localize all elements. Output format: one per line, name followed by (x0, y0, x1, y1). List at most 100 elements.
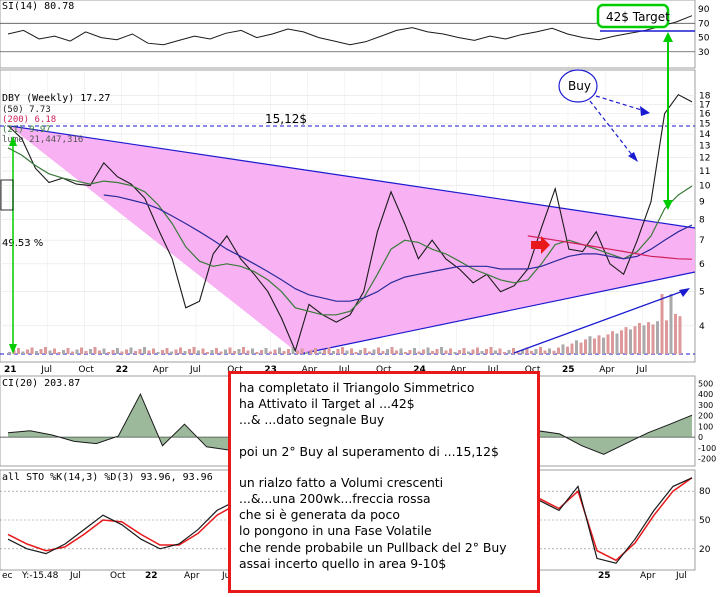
target-label: 42$ Target (606, 10, 670, 24)
volume-bar (287, 349, 290, 354)
price-tick-label: 10 (699, 182, 711, 192)
cci-tick-label: 200 (698, 412, 713, 421)
volume-bar (125, 349, 128, 354)
volume-bar (624, 327, 628, 354)
annotation-line: ...& ...dato segnale Buy (239, 412, 385, 428)
x-tick-label-bottom: ec (2, 571, 13, 581)
volume-bar (273, 349, 277, 354)
cci-tick-label: -200 (698, 455, 716, 464)
volume-bar (534, 349, 538, 354)
volume-bar (498, 348, 502, 354)
volume-bar (21, 351, 25, 354)
volume-bar (660, 294, 664, 354)
volume-bar (156, 352, 160, 354)
price-tick-label: 11 (699, 167, 710, 177)
annotation-line: assai incerto quello in area 9-10$ (239, 555, 447, 571)
legend-ma21: (21) 9.97 (2, 125, 51, 135)
volume-bar (417, 351, 421, 354)
volume-bar (503, 352, 506, 354)
annotation-line: che si è generata da poco (239, 507, 400, 523)
sto-indicator-label: all STO %K(14,3) %D(3) 93.96, 93.96 (2, 472, 213, 483)
lower-trendline (299, 271, 696, 355)
volume-bar (485, 349, 488, 354)
volume-bar (669, 294, 673, 354)
volume-bar (494, 350, 497, 354)
volume-bar (206, 352, 209, 354)
volume-bar (570, 343, 574, 354)
volume-bar (386, 349, 389, 354)
x-tick-label-bottom: Jul (675, 571, 687, 581)
volume-bar (642, 325, 646, 354)
annotation-line: ha Attivato il Target al ...42$ (239, 396, 415, 412)
volume-bar (8, 352, 11, 354)
volume-bar (350, 348, 353, 354)
legend-ma200: (200) 6.18 (2, 115, 56, 125)
volume-bar (233, 351, 236, 354)
annotation-line: ha completato il Triangolo Simmetrico (239, 380, 475, 395)
red-200wk-arrow (531, 236, 550, 254)
annotation-line: lo pongono in una Fase Volatile (239, 523, 432, 539)
volume-bar (296, 350, 299, 354)
volume-bar (75, 349, 79, 354)
volume-bar (44, 347, 47, 354)
volume-bar (521, 349, 524, 354)
volume-bar (557, 347, 560, 354)
cci-indicator-label: CI(20) 203.87 (2, 378, 80, 389)
volume-bar (30, 347, 34, 354)
volume-bar (345, 350, 349, 354)
x-tick-label-bottom: Oct (110, 571, 126, 581)
volume-bar (35, 351, 38, 354)
volume-bar (678, 316, 682, 354)
sto-tick-label: 50 (699, 516, 711, 526)
price-tick-label: 15 (699, 120, 710, 130)
volume-bar (647, 322, 650, 354)
volume-bar (512, 348, 515, 354)
volume-bar (552, 350, 556, 354)
rsi-tick-label: 50 (698, 34, 710, 44)
annotation-line: che rende probabile un Pullback del 2° B… (239, 539, 507, 555)
volume-bar (399, 348, 403, 354)
buy-label: Buy (568, 79, 591, 93)
volume-bar (116, 348, 119, 354)
volume-bar (597, 335, 601, 354)
volume-bar (318, 351, 322, 354)
volume-bar (629, 329, 632, 354)
volume-bar (593, 338, 596, 354)
price-tick-label: 8 (699, 216, 705, 226)
volume-bar (633, 326, 637, 354)
volume-bar (611, 331, 614, 354)
annotation-line: ...&...una 200wk...freccia rossa (239, 491, 431, 507)
volume-bar (471, 349, 475, 354)
volume-bar (561, 344, 565, 354)
volume-bar (458, 350, 461, 354)
x-tick-label: 21 (4, 365, 17, 375)
cci-tick-label: 0 (698, 433, 703, 442)
x-tick-label: Apr (450, 365, 466, 375)
x-tick-label: Jul (40, 365, 52, 375)
price-tick-label: 17 (699, 100, 710, 110)
volume-bar (179, 347, 182, 354)
volume-bar (48, 350, 52, 354)
volume-bar (269, 351, 272, 354)
volume-bar (111, 350, 115, 354)
volume-bar (134, 351, 137, 354)
volume-bar (543, 350, 547, 354)
volume-bar (539, 347, 542, 354)
volume-bar (107, 352, 110, 354)
volume-bar (390, 347, 394, 354)
price-tick-label: 6 (699, 260, 705, 270)
x-tick-label-bottom: Apr (184, 571, 200, 581)
volume-bars (8, 294, 682, 354)
volume-bar (84, 351, 88, 354)
volume-bar (174, 349, 178, 354)
volume-bar (525, 347, 529, 354)
price-title: DBY (Weekly) 17.27 (2, 93, 110, 104)
volume-bar (98, 350, 101, 354)
volume-bar (516, 351, 520, 354)
target-box (596, 3, 670, 29)
volume-bar (467, 351, 470, 354)
volume-bar (246, 350, 250, 354)
cci-tick-label: 400 (698, 390, 713, 399)
volume-bar (354, 352, 358, 354)
